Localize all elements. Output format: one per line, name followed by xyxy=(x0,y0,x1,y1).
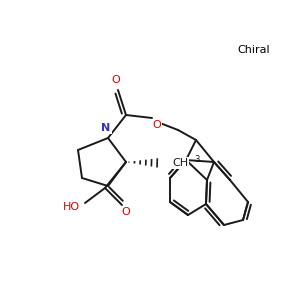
Text: 3: 3 xyxy=(194,154,200,164)
Text: Chiral: Chiral xyxy=(237,45,270,55)
Text: O: O xyxy=(122,207,130,217)
Text: CH: CH xyxy=(172,158,188,168)
Text: O: O xyxy=(153,120,161,130)
Text: HO: HO xyxy=(62,202,80,212)
Text: N: N xyxy=(101,123,111,133)
Text: O: O xyxy=(112,75,120,85)
